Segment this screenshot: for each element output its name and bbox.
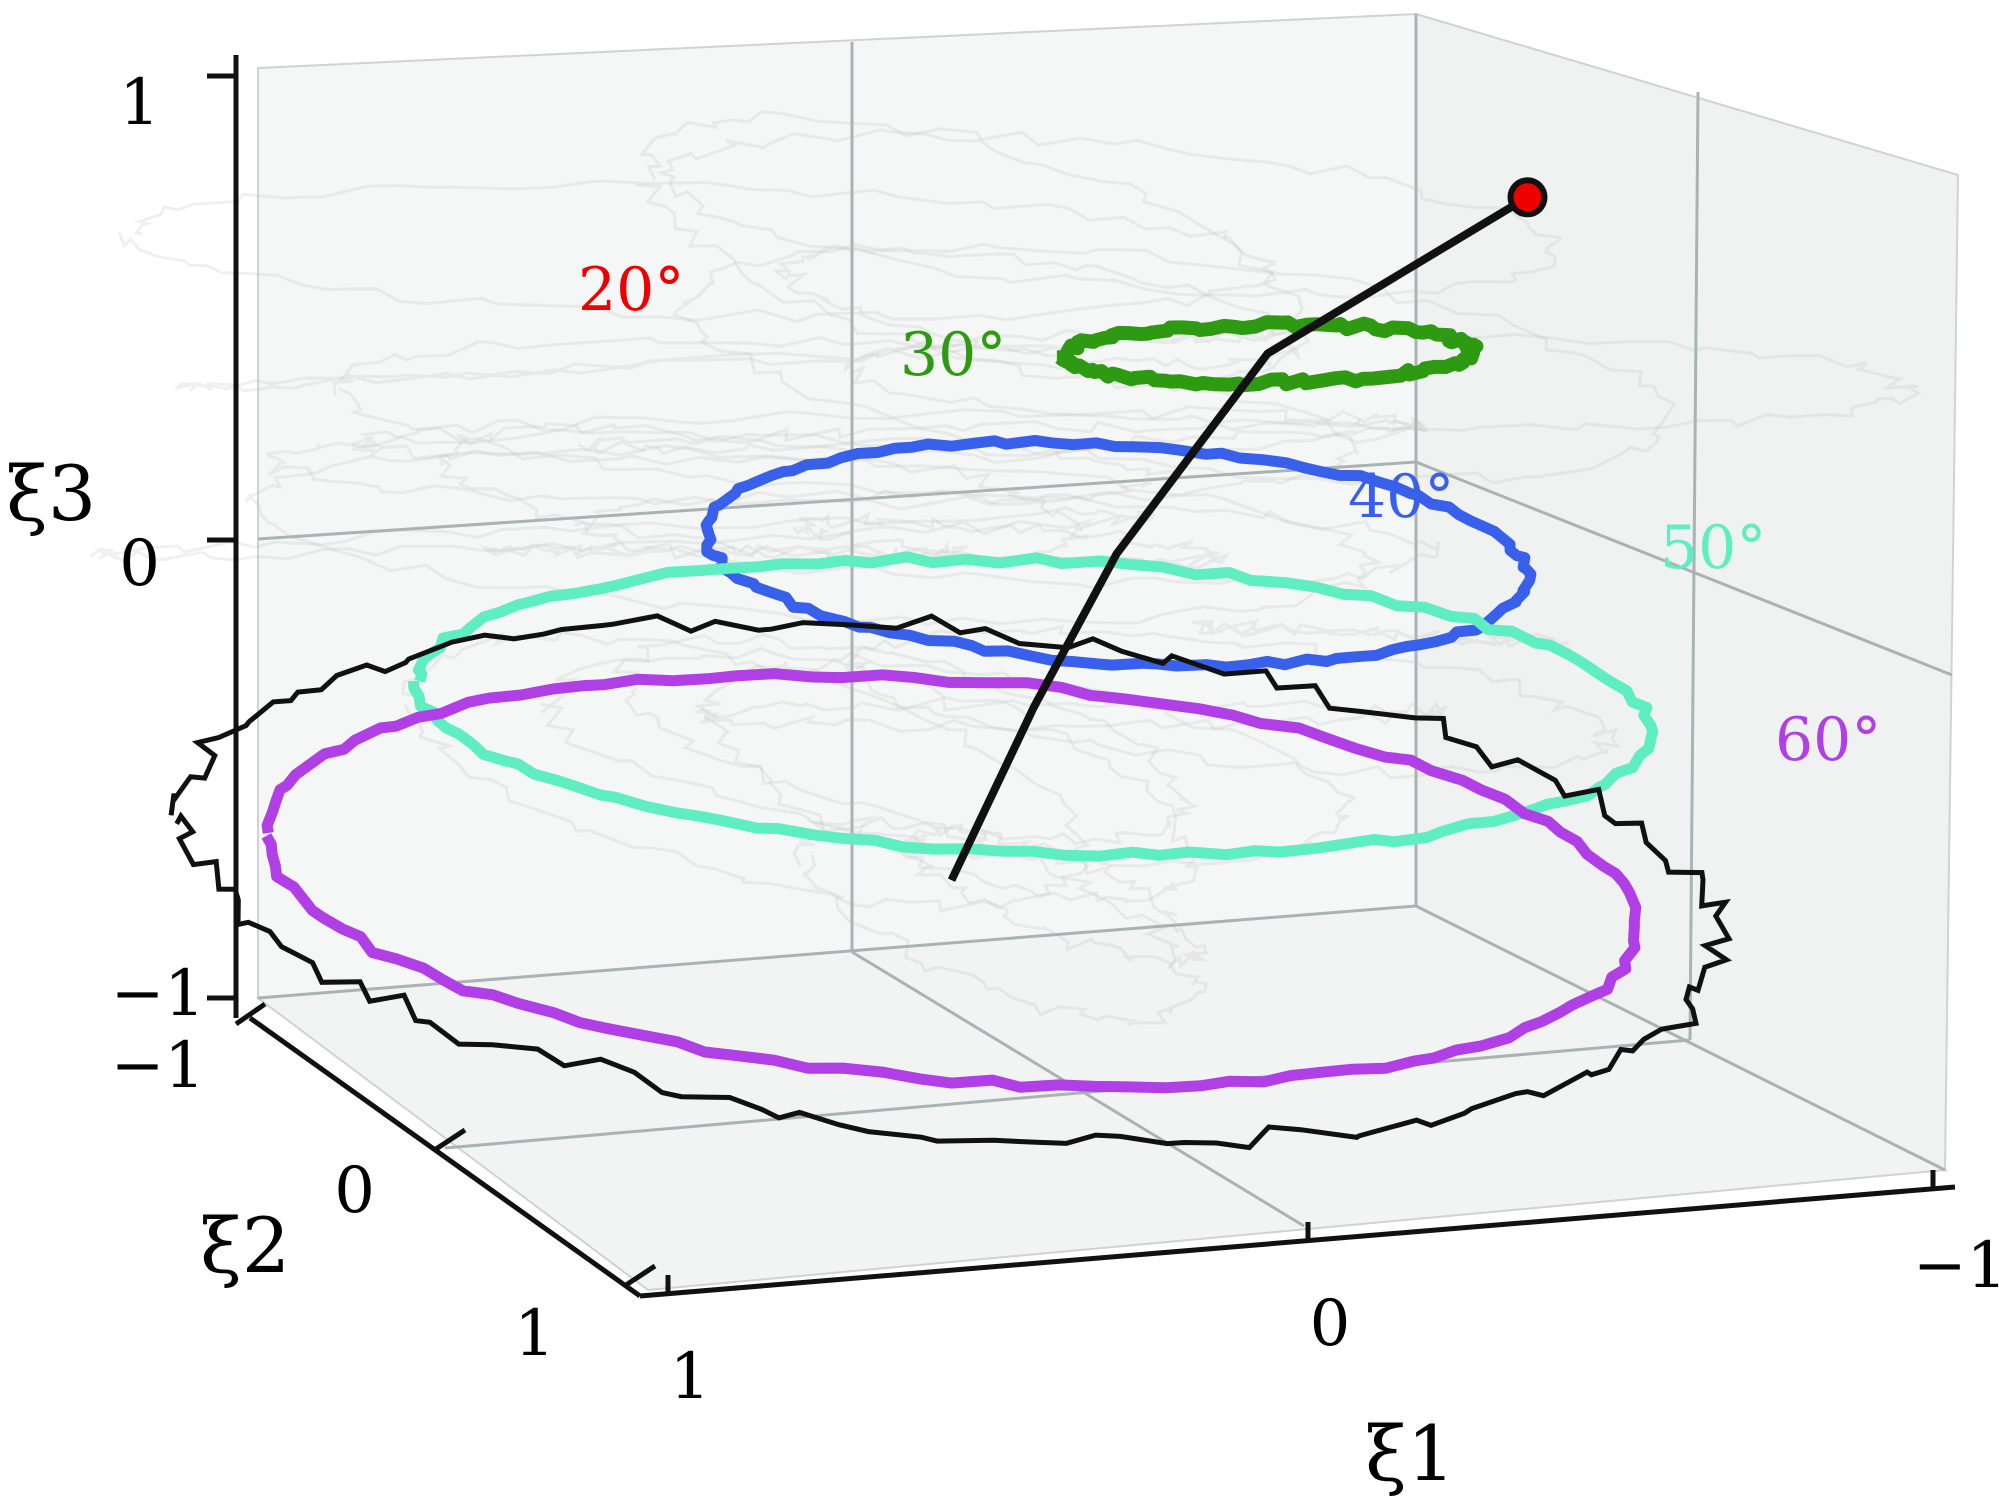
background-trajectory — [577, 415, 1429, 456]
y-tick-label: 0 — [334, 1154, 375, 1228]
limit-cycle-loops — [168, 315, 1733, 1151]
background-trajectory — [437, 422, 1089, 569]
fixed-point-20deg-marker — [1507, 177, 1548, 218]
background-trajectory — [573, 489, 1441, 590]
background-trajectory — [843, 624, 1621, 780]
background-trajectory — [540, 646, 1358, 868]
background-trajectory — [89, 506, 1155, 563]
y-axis-label: ξ2 — [200, 1201, 290, 1290]
loop-60deg-outer-trace — [168, 613, 1733, 1151]
x-axis-label: ξ1 — [1365, 1409, 1455, 1498]
axis-ticks — [207, 73, 1936, 1293]
background-trajectory — [655, 128, 1564, 299]
label-50deg: 50° — [1660, 513, 1766, 583]
background-trajectory — [634, 110, 1311, 393]
limit-cycle-60deg — [261, 668, 1642, 1094]
background-trajectory — [117, 179, 1278, 324]
limit-cycle-50deg — [407, 551, 1659, 862]
axis-lines — [233, 55, 1956, 1299]
z-tick-label: −1 — [111, 957, 205, 1031]
background-trajectory — [695, 695, 1448, 733]
background-trajectory — [672, 242, 1678, 486]
background-trajectory — [902, 823, 1209, 971]
background-trajectory — [352, 405, 1427, 466]
x-tick-label: 0 — [1310, 1287, 1351, 1361]
background-trajectory — [693, 658, 1199, 904]
x-tick-label: −1 — [1913, 1229, 1999, 1303]
y-tick-label: 1 — [514, 1297, 555, 1371]
attractor-path-line — [947, 193, 1530, 882]
z-tick-label: 1 — [119, 66, 160, 140]
background-trajectory — [245, 444, 1385, 626]
background-trajectory — [610, 633, 1200, 846]
label-60deg: 60° — [1775, 705, 1881, 775]
background-trajectory — [401, 630, 1091, 913]
label-20deg: 20° — [578, 255, 684, 325]
x-tick-label: 1 — [670, 1340, 711, 1414]
x-axis-line — [639, 1184, 1956, 1299]
label-40deg: 40° — [1348, 462, 1454, 532]
z-tick-label: 0 — [119, 527, 160, 601]
limit-cycle-30deg — [1052, 315, 1484, 393]
z-axis-label: ξ3 — [6, 449, 96, 538]
limit-cycle-40deg — [700, 435, 1537, 673]
background-trajectory — [332, 336, 1360, 502]
background-trajectory — [792, 815, 1208, 1027]
y-tick-label: −1 — [111, 1029, 205, 1103]
background-trajectory — [174, 326, 1292, 393]
background-trajectory — [792, 511, 1230, 570]
background-trajectory — [1191, 619, 1569, 649]
y-axis-line — [248, 1015, 642, 1299]
label-30deg: 30° — [900, 320, 1006, 390]
